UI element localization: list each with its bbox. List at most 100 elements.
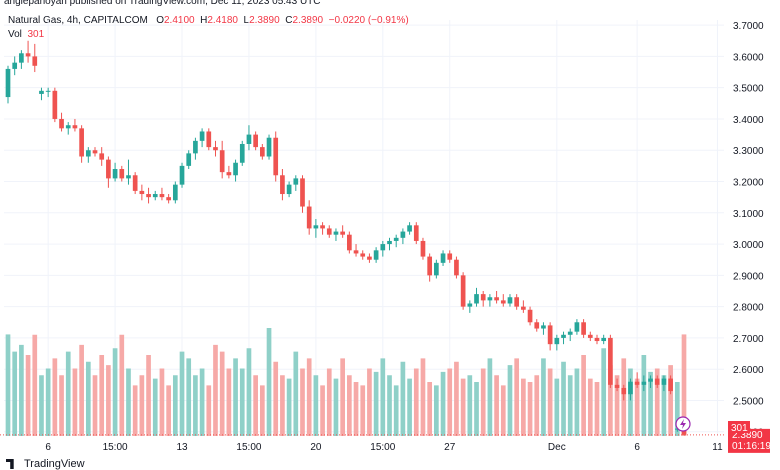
volume-badge-value: 301 [731,423,748,434]
candle-body [480,294,486,301]
volume-bar [674,382,680,436]
volume-bar [92,375,98,436]
candle-body [92,150,98,154]
volume-bar [32,334,38,436]
volume-bar [500,385,506,436]
volume-bar [166,385,171,436]
candle-body [541,325,546,329]
candle-body [166,197,171,201]
volume-bar [480,368,486,436]
volume-bar [293,351,299,436]
volume-bar [594,382,600,436]
volume-bar [233,358,238,436]
candle-body [213,147,218,151]
volume-bar [65,351,71,436]
symbol-name[interactable]: Natural Gas, 4h, CAPITALCOM [8,15,148,26]
volume-bar [286,378,292,436]
volume-bar [460,378,466,436]
candle-body [39,90,44,94]
volume-bar [367,368,372,436]
volume-bar [487,358,493,436]
volume-bar [420,358,426,436]
candle-body [152,194,158,198]
candle-body [72,125,78,129]
volume-bar [561,361,566,436]
candle-body [259,147,265,157]
price-axis[interactable]: 3.7000 3.6000 3.5000 3.4000 3.3000 3.2000 3.10… [733,21,764,439]
candle-body [507,297,513,304]
candlesticks [5,40,687,435]
price-tick-label: 3.6000 [733,52,764,63]
candle-body [628,381,633,395]
volume-bar [641,355,647,436]
candle-body [85,150,91,157]
candle-body [12,62,18,69]
candle-body [340,231,345,235]
volume-bar [172,375,178,436]
volume-bar [534,375,540,436]
volume-bar [72,368,78,436]
time-tick-label: Dec [548,442,566,453]
volume-bar [25,355,31,436]
candle-body [353,250,359,254]
candle-body [527,309,533,323]
price-badge-value: 2.3890 [732,430,763,441]
volume-label[interactable]: Vol [8,29,22,40]
volume-bar [139,375,145,436]
price-tick-label: 2.9000 [733,271,764,282]
volume-bar [527,382,533,436]
volume-bar [159,368,165,436]
candle-body [634,381,640,385]
volume-bar [39,375,44,436]
candle-body [293,178,299,185]
price-tick-label: 3.4000 [733,115,764,126]
volume-bar [112,348,118,436]
price-tick-label: 2.5000 [733,396,764,407]
volume-bar [199,368,205,436]
volume-bar [400,361,406,436]
candle-body [19,53,24,63]
volume-bar [387,375,392,436]
candle-body [126,175,131,179]
volume-bar [547,368,553,436]
volume-bar [320,385,325,436]
candle-body [367,256,372,260]
volume-bar [413,368,419,436]
symbol-legend: Natural Gas, 4h, CAPITALCOM O2.4100 H2.4… [8,14,409,28]
candle-body [413,225,419,241]
candle-body [434,262,439,276]
volume-bar [280,375,285,436]
time-axis[interactable]: 6 15:00 13 15:00 20 15:00 27 Dec 6 11 [45,442,723,453]
volume-bar [259,385,265,436]
lightning-icon[interactable] [675,416,691,432]
volume-bar [45,368,51,436]
volume-bar [59,375,64,436]
volume-legend: Vol 301 [8,28,44,42]
candle-body [561,334,566,338]
time-tick-label: 13 [176,442,188,453]
candle-body [400,231,406,238]
candle-body [454,259,459,276]
candle-body [648,378,653,382]
candle-body [574,322,580,332]
candle-body [661,378,667,385]
candle-body [280,175,285,195]
volume-bar [440,371,446,436]
tradingview-logo[interactable]: TradingView [6,458,85,470]
candle-body [32,56,38,66]
candle-body [393,237,399,241]
candle-body [326,228,332,235]
volume-bar [668,365,673,436]
candle-body [587,334,593,338]
candle-body [521,306,526,310]
price-tick-label: 3.2000 [733,178,764,189]
candle-body [460,275,466,307]
volume-bar [447,368,453,436]
candle-body [641,381,647,385]
candle-body [407,225,412,232]
price-tick-label: 3.1000 [733,209,764,220]
candle-body [199,131,205,141]
time-tick-label: 27 [444,442,456,453]
candle-body [172,184,178,201]
